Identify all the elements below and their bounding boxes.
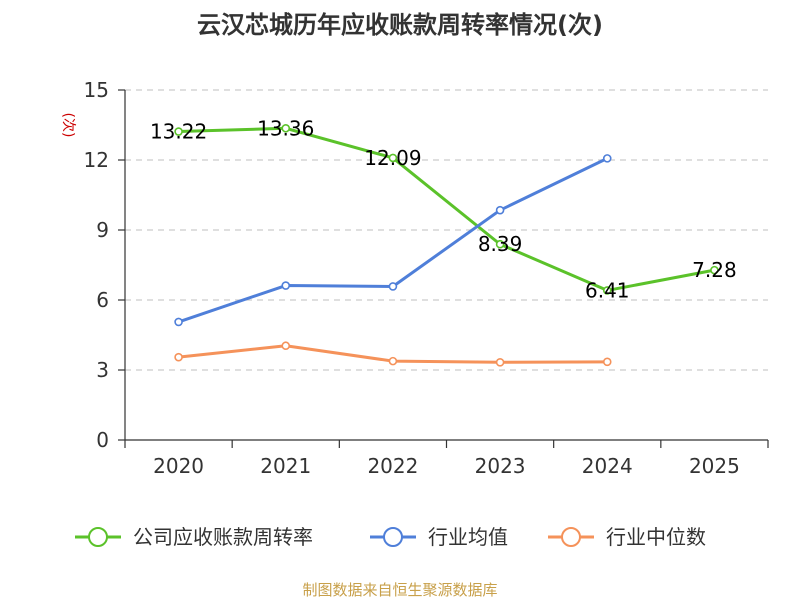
y-tick-label: 3 — [96, 358, 109, 382]
data-point[interactable] — [174, 127, 183, 136]
legend-label: 公司应收账款周转率 — [133, 525, 313, 549]
y-tick-label: 0 — [96, 428, 109, 452]
series-line — [178, 157, 608, 324]
series-line — [178, 126, 715, 292]
legend-label: 行业中位数 — [606, 525, 706, 549]
data-point[interactable] — [602, 357, 612, 367]
data-point[interactable] — [388, 282, 398, 291]
source-note: 制图数据来自恒生聚源数据库 — [302, 581, 497, 599]
x-tick-label: 2025 — [689, 454, 740, 478]
data-point[interactable] — [174, 352, 183, 362]
legend-marker-swatch — [88, 527, 108, 547]
data-label: 7.28 — [692, 258, 737, 282]
series-1 — [174, 154, 612, 327]
data-point[interactable] — [495, 239, 505, 249]
data-label: 13.36 — [257, 116, 314, 140]
data-point[interactable] — [495, 357, 505, 367]
series-2 — [174, 341, 612, 367]
data-point[interactable] — [281, 123, 291, 133]
x-tick-label: 2023 — [475, 454, 526, 478]
y-tick-label: 6 — [96, 288, 109, 312]
x-tick-label: 2022 — [367, 454, 418, 478]
legend: 公司应收账款周转率 行业均值 行业中位数 — [75, 525, 706, 549]
data-point[interactable] — [602, 286, 612, 295]
series-0 — [174, 123, 719, 295]
legend-marker-swatch — [383, 527, 403, 547]
data-point[interactable] — [281, 341, 291, 351]
legend-marker-swatch — [561, 527, 581, 547]
data-point[interactable] — [710, 265, 719, 275]
data-point[interactable] — [602, 154, 612, 163]
axes: 0 3 6 9 12 15 2020 2021 2022 2023 2024 2025 — [84, 78, 769, 478]
data-point[interactable] — [388, 356, 398, 366]
data-point[interactable] — [495, 205, 505, 215]
data-labels: 13.22 13.36 12.09 8.39 6.41 7.28 — [150, 116, 737, 302]
data-label: 12.09 — [364, 146, 421, 170]
data-label: 8.39 — [478, 232, 523, 256]
legend-item-1[interactable]: 行业均值 — [370, 525, 508, 549]
x-tick-label: 2020 — [153, 454, 204, 478]
data-label: 13.22 — [150, 120, 207, 144]
data-point[interactable] — [174, 317, 183, 327]
series-layer — [174, 123, 719, 367]
x-tick-label: 2024 — [582, 454, 633, 478]
legend-item-2[interactable]: 行业中位数 — [548, 525, 706, 549]
gridlines — [125, 89, 768, 371]
legend-item-0[interactable]: 公司应收账款周转率 — [75, 525, 313, 549]
y-tick-label: 15 — [84, 78, 109, 102]
y-axis-unit-label: (次) — [60, 113, 76, 138]
x-tick-label: 2021 — [260, 454, 311, 478]
legend-label: 行业均值 — [428, 525, 508, 549]
data-point[interactable] — [281, 281, 291, 290]
y-tick-label: 9 — [96, 218, 109, 242]
data-point[interactable] — [388, 153, 398, 163]
data-label: 6.41 — [585, 278, 630, 302]
y-tick-label: 12 — [84, 148, 109, 172]
chart-title: 云汉芯城历年应收账款周转率情况(次) — [197, 11, 603, 39]
